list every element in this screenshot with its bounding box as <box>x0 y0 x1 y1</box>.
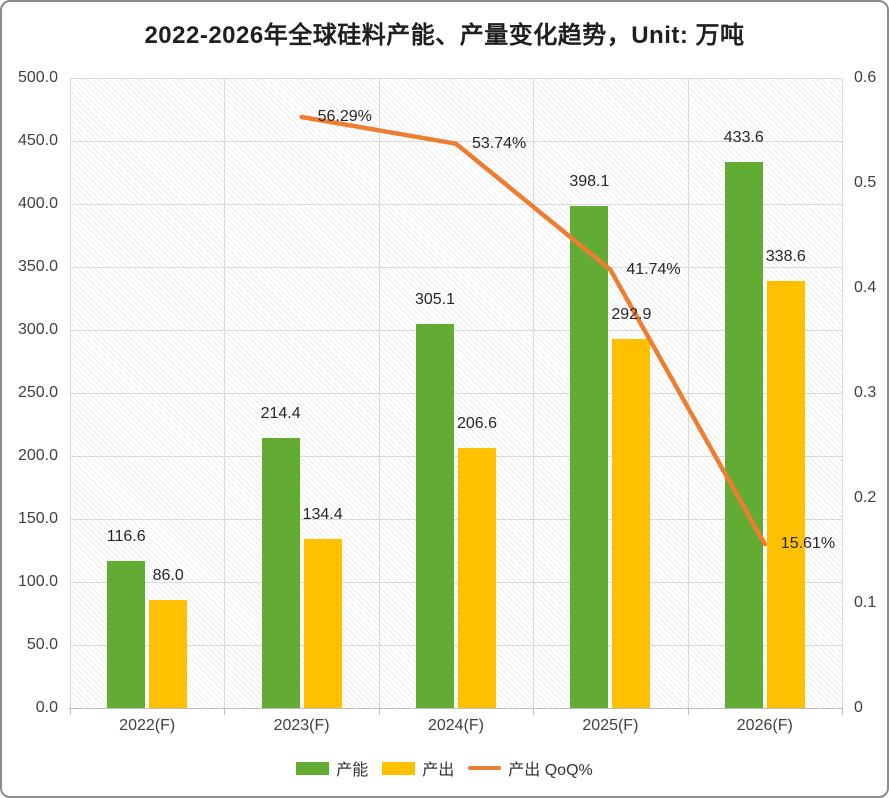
y-axis-right-label: 0 <box>854 699 863 716</box>
x-axis-tick <box>378 709 380 715</box>
bar-capacity <box>724 161 763 708</box>
bar-capacity <box>107 561 146 708</box>
y-axis-left-label: 50.0 <box>26 636 58 653</box>
bar-capacity <box>570 206 609 708</box>
bar-output <box>766 281 805 708</box>
bar-value-label: 206.6 <box>456 414 498 432</box>
bar-output <box>149 599 188 708</box>
y-axis-right-label: 0.2 <box>854 489 877 506</box>
y-axis-left-label: 400.0 <box>17 195 58 212</box>
bar-capacity <box>261 437 300 708</box>
x-axis-tick <box>842 709 843 715</box>
legend: 产能 产出 产出 QoQ% <box>2 756 887 780</box>
x-axis-tick <box>224 709 226 715</box>
x-axis-tick <box>70 709 71 715</box>
x-axis-tick <box>533 709 535 715</box>
qoq-line <box>299 114 768 547</box>
bar-value-label: 433.6 <box>723 128 764 146</box>
gridline-horizontal <box>70 582 842 583</box>
legend-line-swatch <box>468 766 502 770</box>
legend-item-0: 产能 <box>296 756 368 780</box>
y-axis-right-label: 0.1 <box>854 594 877 611</box>
plot-area <box>70 78 843 709</box>
qoq-line-layer <box>299 114 768 547</box>
gridline-horizontal <box>70 267 842 268</box>
bar-value-label: 86.0 <box>152 566 184 584</box>
bar-value-label: 338.6 <box>765 248 806 266</box>
y-axis-right-label: 0.3 <box>854 384 877 401</box>
bar-output <box>303 538 342 708</box>
y-axis-left-label: 150.0 <box>17 510 58 527</box>
gridline-vertical <box>378 78 380 708</box>
x-axis-tick <box>687 709 689 715</box>
chart-title: 2022-2026年全球硅料产能、产量变化趋势，Unit: 万吨 <box>144 22 745 49</box>
gridline-horizontal <box>70 645 842 646</box>
gridline-vertical <box>533 78 535 708</box>
y-axis-right-label: 0.5 <box>854 174 877 191</box>
gridline-horizontal <box>70 78 842 79</box>
legend-item-2: 产出 QoQ% <box>468 756 593 780</box>
qoq-point-label: 15.61% <box>780 535 836 553</box>
bar-value-label: 134.4 <box>302 505 343 523</box>
bar-output <box>612 338 651 708</box>
y-axis-right-label: 0.4 <box>854 279 877 296</box>
x-axis-line <box>69 708 843 709</box>
gridline-vertical <box>224 78 226 708</box>
y-axis-right-label: 0.6 <box>854 69 877 86</box>
legend-rect-swatch <box>296 761 330 775</box>
bar-capacity <box>416 323 454 708</box>
gridline-horizontal <box>70 519 842 520</box>
y-axis-left-label: 250.0 <box>17 384 58 401</box>
x-axis-label: 2024(F) <box>427 717 485 734</box>
y-axis-left-label: 0.0 <box>35 699 58 716</box>
qoq-point-label: 53.74% <box>472 134 527 152</box>
gridline-horizontal <box>70 330 842 331</box>
bar-output <box>458 447 496 708</box>
gridline-vertical <box>842 78 843 708</box>
bar-value-label: 214.4 <box>260 404 301 422</box>
bar-value-label: 305.1 <box>414 290 456 308</box>
gridline-vertical <box>70 78 71 708</box>
y-axis-left-label: 450.0 <box>17 132 58 149</box>
bar-value-label: 398.1 <box>569 173 610 191</box>
legend-label: 产出 QoQ% <box>508 762 593 779</box>
y-axis-left-label: 100.0 <box>17 573 58 590</box>
gridline-vertical <box>687 78 689 708</box>
gridline-horizontal <box>70 393 842 394</box>
y-axis-left-label: 500.0 <box>17 69 58 86</box>
x-axis-label: 2025(F) <box>582 717 639 734</box>
legend-label: 产能 <box>336 762 369 779</box>
bar-value-label: 116.6 <box>106 528 146 546</box>
x-axis-label: 2026(F) <box>736 717 793 734</box>
x-axis-label: 2022(F) <box>119 717 176 734</box>
x-axis-label: 2023(F) <box>273 717 330 734</box>
gridline-horizontal <box>70 456 842 457</box>
bar-value-label: 292.9 <box>611 305 652 323</box>
y-axis-left-label: 300.0 <box>17 321 58 338</box>
y-axis-left-label: 350.0 <box>17 258 58 275</box>
qoq-point-label: 41.74% <box>626 260 681 278</box>
y-axis-left-label: 200.0 <box>17 447 58 464</box>
legend-label: 产出 <box>422 762 455 779</box>
qoq-point-label: 56.29% <box>317 107 372 125</box>
gridline-horizontal <box>70 204 842 205</box>
legend-item-1: 产出 <box>382 756 454 780</box>
legend-rect-swatch <box>382 761 416 775</box>
